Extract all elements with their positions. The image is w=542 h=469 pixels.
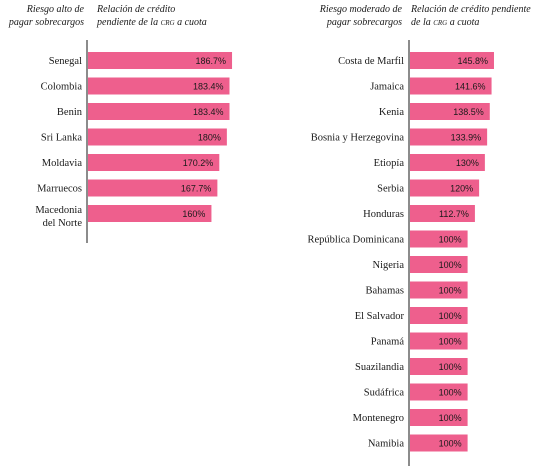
moderate-risk-category-label: Bahamas [366, 286, 405, 297]
moderate-risk-category-label: Namibia [368, 439, 404, 450]
moderate-risk-bar [410, 77, 492, 95]
high-risk-bar [88, 128, 227, 146]
moderate-risk-bar [410, 281, 468, 299]
moderate-risk-bar [410, 409, 468, 426]
moderate-risk-value-label: 100% [439, 362, 462, 372]
moderate-risk-value-label: 100% [439, 234, 462, 244]
moderate-risk-bar [410, 256, 468, 273]
right-panel-value-header: Relación de crédito pendiente de la crg … [411, 4, 531, 28]
moderate-risk-category-label: El Salvador [355, 311, 405, 322]
moderate-risk-bar [410, 128, 488, 146]
moderate-risk-category-label: Honduras [363, 209, 404, 220]
moderate-risk-value-label: 141.6% [455, 81, 486, 91]
moderate-risk-category-label: Panamá [371, 337, 405, 348]
right-panel-group-header: Riesgo moderado de pagar sobrecargos [302, 4, 402, 29]
high-risk-category-label: Marruecos [37, 184, 82, 195]
moderate-risk-category-label: Montenegro [353, 413, 404, 424]
left-panel-group-header-text: Riesgo alto de pagar sobrecargos [8, 4, 84, 28]
left-panel-group-header: Riesgo alto de pagar sobrecargos [2, 4, 84, 29]
high-risk-category-label: Sri Lanka [41, 133, 82, 144]
left-panel-value-header: Relación de crédito pendiente de la crg … [97, 4, 207, 28]
moderate-risk-bar [410, 307, 468, 324]
moderate-risk-bar [410, 434, 468, 452]
high-risk-value-label: 170.2% [183, 158, 214, 168]
moderate-risk-bar [410, 205, 475, 222]
moderate-risk-category-label: Bosnia y Herzegovina [311, 133, 405, 144]
high-risk-bar [88, 77, 230, 95]
high-risk-value-label: 186.7% [196, 56, 227, 66]
moderate-risk-value-label: 100% [439, 387, 462, 397]
high-risk-bar [88, 52, 233, 69]
moderate-risk-value-label: 133.9% [451, 132, 482, 142]
moderate-risk-value-label: 145.8% [457, 56, 488, 66]
high-risk-value-label: 180% [198, 132, 221, 142]
moderate-risk-value-label: 100% [439, 311, 462, 321]
high-risk-bar [88, 179, 218, 197]
moderate-risk-bar [410, 230, 468, 248]
high-risk-category-label: Moldavia [42, 158, 83, 169]
moderate-risk-category-label: Nigeria [373, 260, 405, 271]
moderate-risk-category-label: Suazilandia [355, 362, 404, 373]
high-risk-bar [88, 205, 212, 222]
high-risk-category-label: Macedonia del Norte [35, 205, 82, 229]
moderate-risk-value-label: 112.7% [439, 209, 469, 219]
moderate-risk-category-label: Sudáfrica [364, 388, 405, 399]
moderate-risk-category-label: Kenia [379, 107, 404, 118]
right-panel-group-header-text: Riesgo moderado de pagar sobrecargos [319, 4, 402, 28]
moderate-risk-value-label: 100% [439, 413, 462, 423]
high-risk-category-label: Colombia [41, 82, 83, 93]
moderate-risk-category-label: Jamaica [370, 82, 404, 93]
moderate-risk-value-label: 100% [439, 285, 462, 295]
moderate-risk-value-label: 120% [450, 183, 473, 193]
moderate-risk-category-label: República Dominicana [307, 235, 404, 246]
moderate-risk-bar [410, 154, 485, 171]
high-risk-category-label: Senegal [49, 56, 82, 67]
moderate-risk-value-label: 138.5% [453, 107, 484, 117]
moderate-risk-bar [410, 383, 468, 401]
moderate-risk-bar [410, 358, 468, 375]
moderate-risk-category-label: Costa de Marfil [338, 56, 404, 67]
moderate-risk-value-label: 100% [439, 336, 462, 346]
moderate-risk-category-label: Etiopía [374, 158, 405, 169]
moderate-risk-bar [410, 179, 480, 197]
moderate-risk-bar [410, 52, 494, 69]
moderate-risk-value-label: 100% [439, 260, 462, 270]
high-risk-value-label: 167.7% [181, 183, 212, 193]
high-risk-bar [88, 154, 220, 171]
moderate-risk-bar [410, 103, 490, 120]
high-risk-value-label: 183.4% [193, 81, 224, 91]
high-risk-value-label: 183.4% [193, 107, 224, 117]
moderate-risk-category-label: Serbia [377, 184, 404, 195]
moderate-risk-value-label: 130% [456, 158, 479, 168]
high-risk-value-label: 160% [182, 209, 205, 219]
moderate-risk-value-label: 100% [439, 438, 462, 448]
moderate-risk-bar [410, 332, 468, 350]
high-risk-category-label: Benin [57, 107, 83, 118]
high-risk-bar [88, 103, 230, 120]
